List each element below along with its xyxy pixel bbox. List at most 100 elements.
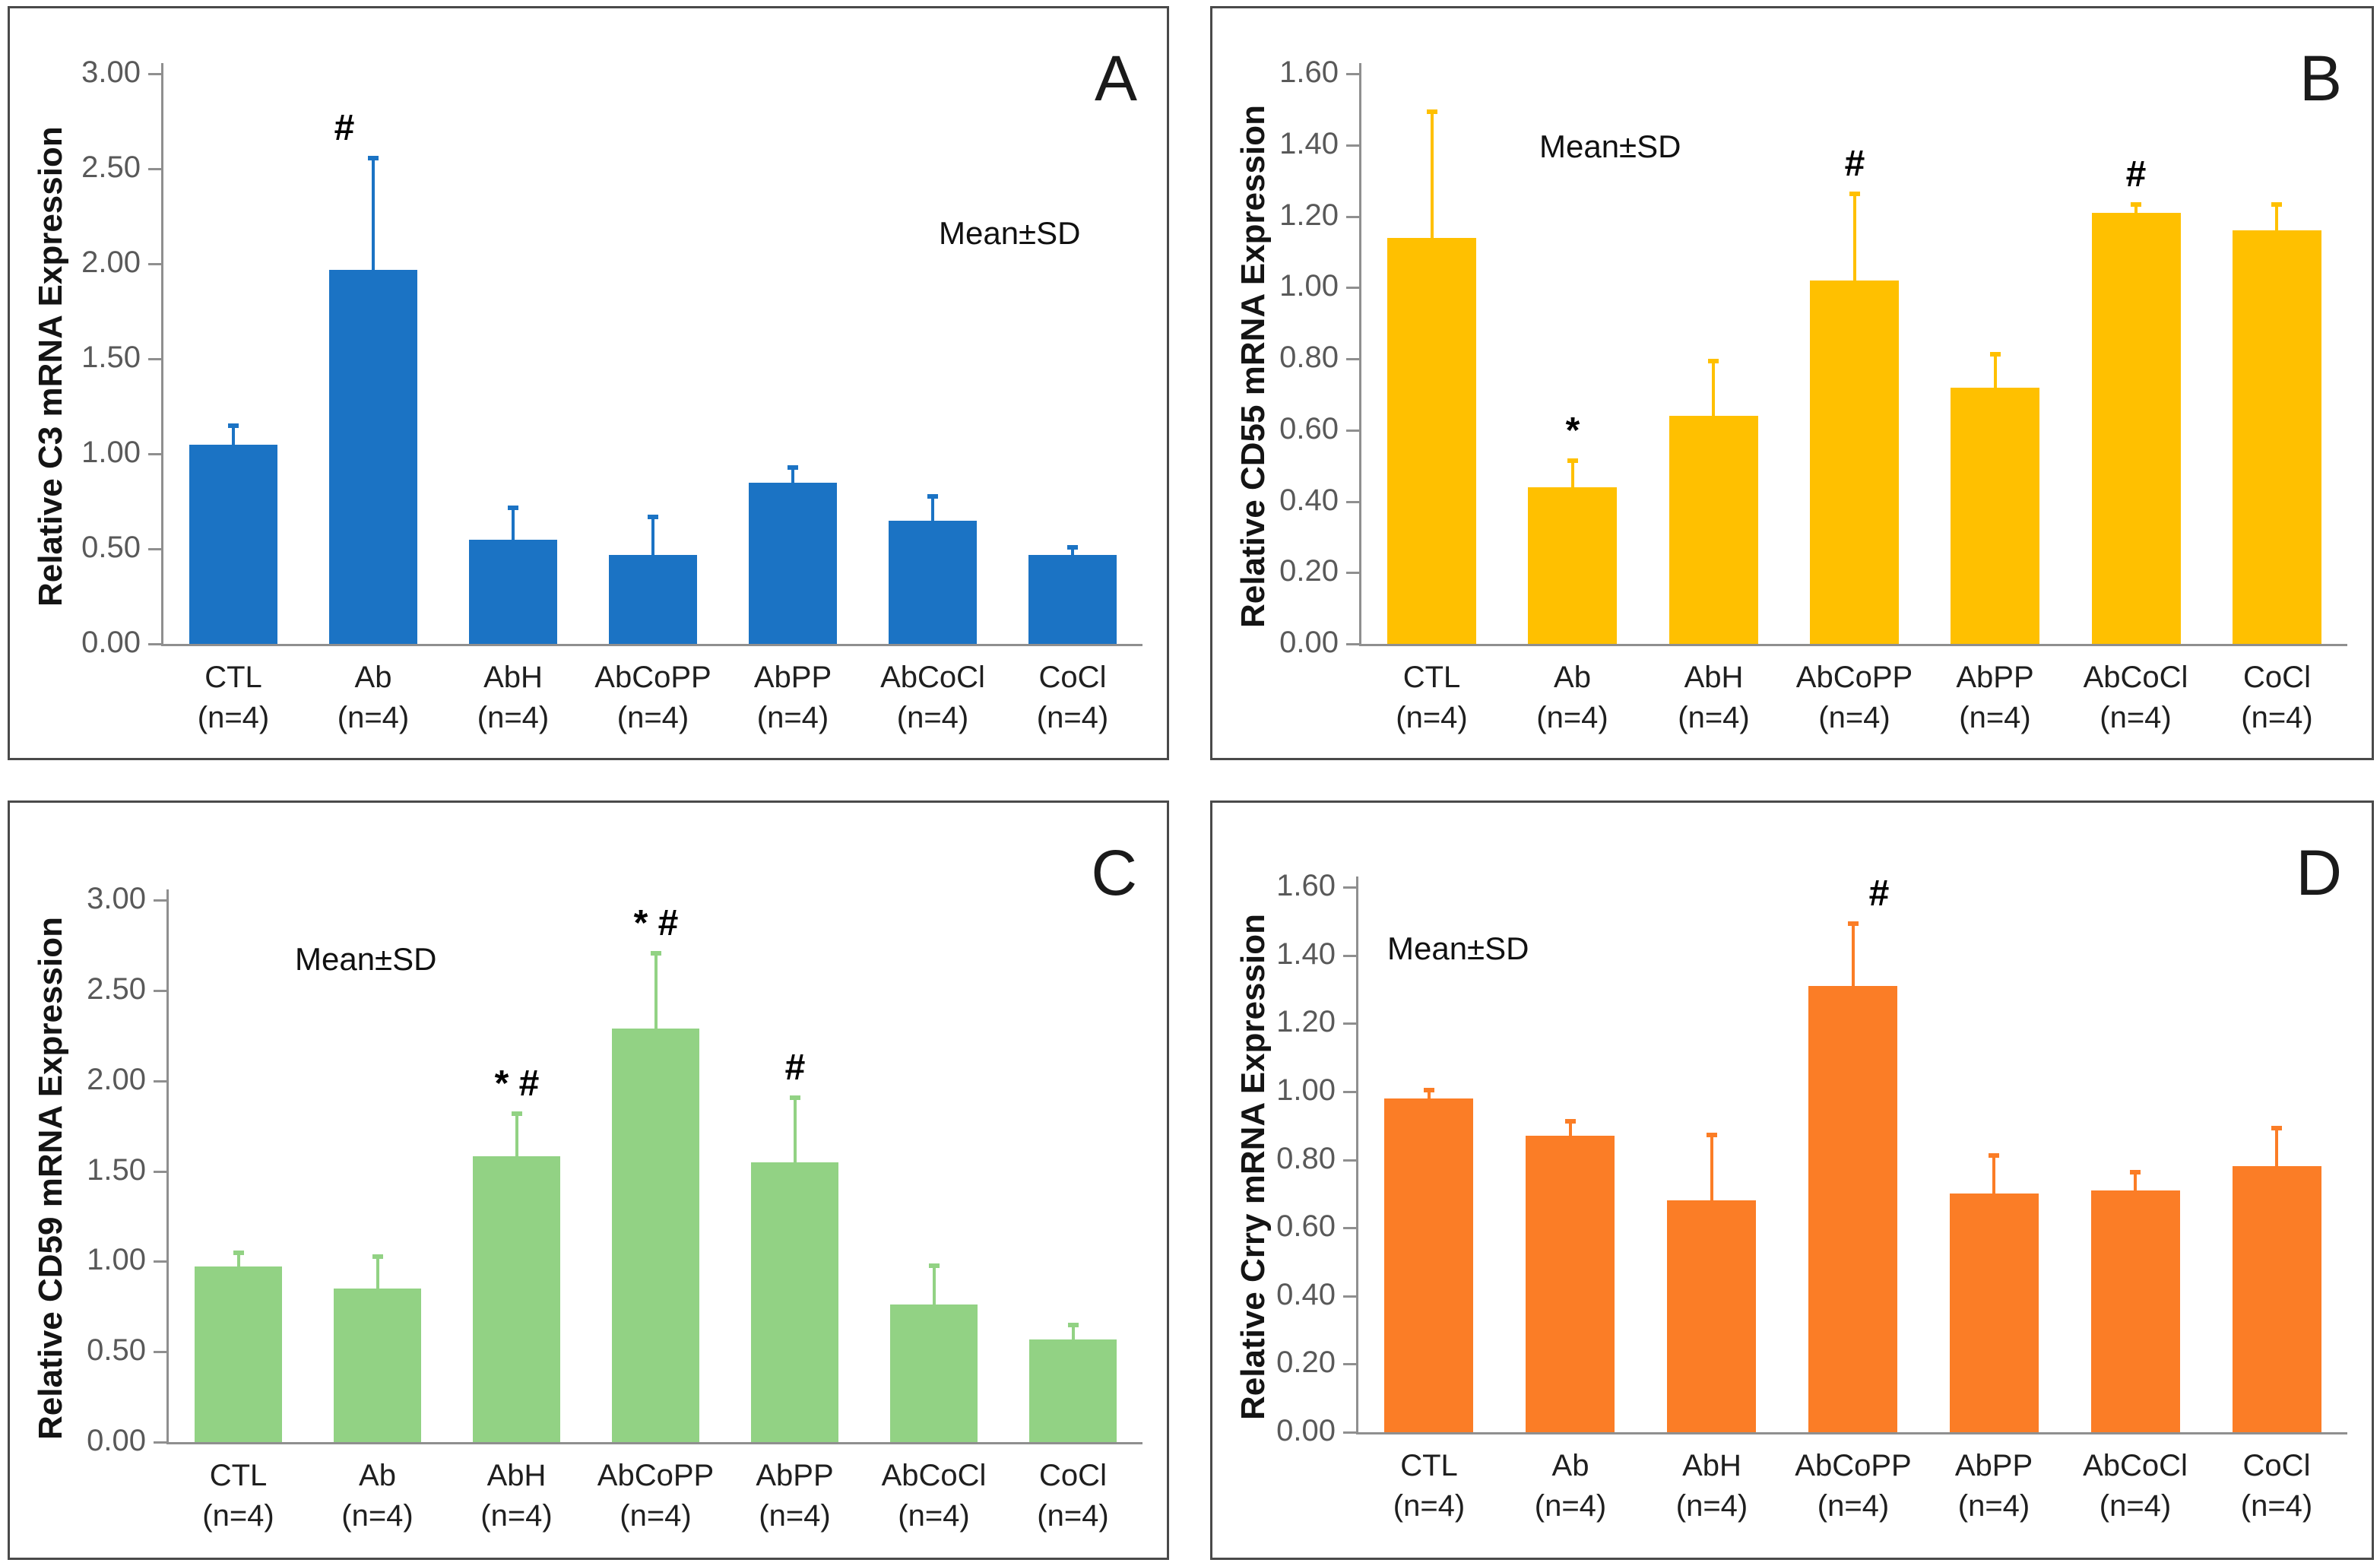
- bar: [1384, 1098, 1473, 1432]
- y-tick-mark: [154, 1079, 166, 1083]
- x-category-n: (n=4): [1037, 1498, 1109, 1533]
- x-category-label: AbH (n=4): [1641, 1446, 1783, 1526]
- y-tick-label: 1.00: [1276, 1073, 1336, 1107]
- error-bar: [1569, 1118, 1572, 1136]
- panel-letter: A: [1094, 43, 1138, 114]
- error-bar: [2134, 1169, 2137, 1190]
- y-tick-label: 0.80: [1279, 341, 1339, 374]
- x-category-n: (n=4): [337, 700, 410, 734]
- x-category-name: AbPP: [753, 661, 832, 694]
- x-category-label: AbPP (n=4): [723, 658, 863, 738]
- y-tick-label: 0.40: [1276, 1277, 1336, 1311]
- x-category-name: AbCoCl: [2083, 661, 2188, 694]
- x-category-label: CTL (n=4): [1358, 1446, 1500, 1526]
- y-tick-mark: [154, 1351, 166, 1354]
- bar-annotation: * #: [633, 902, 679, 943]
- error-bar: [654, 950, 658, 1029]
- bar: [1528, 487, 1617, 644]
- x-category-label: CTL (n=4): [1361, 658, 1502, 738]
- bar: [1667, 1200, 1756, 1432]
- bar: [612, 1028, 699, 1442]
- x-category-label: AbPP (n=4): [725, 1456, 864, 1536]
- error-bar: [232, 423, 235, 445]
- y-tick-mark: [154, 899, 166, 902]
- error-bar-cap: [648, 515, 658, 519]
- x-category-name: Ab: [359, 1459, 396, 1492]
- error-bar: [1071, 545, 1074, 555]
- bar: [890, 1304, 978, 1442]
- y-tick-mark: [1346, 215, 1359, 218]
- error-bar-cap: [2130, 1169, 2141, 1174]
- x-category-name: AbH: [486, 1459, 547, 1492]
- bar: [1810, 280, 1899, 644]
- x-category-n: (n=4): [616, 700, 689, 734]
- error-bar-cap: [1707, 1132, 1717, 1137]
- x-category-name: AbCoCl: [2083, 1449, 2188, 1482]
- bar: [1951, 387, 2039, 644]
- bar: [189, 444, 277, 644]
- y-tick-label: 0.40: [1279, 483, 1339, 517]
- panel-chart-cd59: C Mean±SD Relative CD59 mRNA Expression …: [8, 800, 1169, 1560]
- x-category-label: CoCl (n=4): [2206, 1446, 2347, 1526]
- bar: [2091, 1190, 2180, 1432]
- x-category-label: CTL (n=4): [169, 1456, 308, 1536]
- x-category-n: (n=4): [1678, 700, 1750, 734]
- x-category-label: AbCoCl (n=4): [863, 658, 1003, 738]
- x-category-name: AbCoCl: [881, 1459, 987, 1492]
- error-bar-cap: [927, 493, 938, 499]
- x-category-n: (n=4): [2099, 1488, 2172, 1523]
- x-category-n: (n=4): [1393, 1488, 1466, 1523]
- error-bar-cap: [1567, 458, 1578, 464]
- y-tick-label: 0.00: [81, 626, 141, 659]
- bar-annotation: * #: [494, 1064, 540, 1105]
- x-category-label: AbH (n=4): [1643, 658, 1784, 738]
- bar: [751, 1162, 838, 1442]
- legend-mean-sd: Mean±SD: [295, 941, 437, 977]
- x-category-name: CoCl: [2242, 1449, 2311, 1482]
- y-tick-mark: [148, 263, 161, 265]
- x-category-label: Ab (n=4): [1500, 1446, 1641, 1526]
- panel-chart-c3: A Mean±SD Relative C3 mRNA Expression 0.…: [8, 6, 1169, 760]
- legend-mean-sd: Mean±SD: [1387, 930, 1529, 966]
- error-bar: [1571, 458, 1574, 487]
- error-bar: [1710, 1132, 1713, 1201]
- x-category-name: AbCoCl: [880, 661, 985, 694]
- y-tick-mark: [1346, 643, 1359, 645]
- error-bar-cap: [368, 155, 379, 160]
- y-tick-mark: [154, 1260, 166, 1263]
- y-tick-mark: [148, 453, 161, 455]
- x-category-name: AbCoPP: [597, 1459, 715, 1492]
- x-category-n: (n=4): [2240, 1488, 2313, 1523]
- error-bar-cap: [1990, 351, 2001, 357]
- y-tick-mark: [148, 358, 161, 360]
- y-tick-mark: [154, 1170, 166, 1173]
- x-category-label: AbCoPP (n=4): [1784, 658, 1925, 738]
- x-category-n: (n=4): [756, 700, 829, 734]
- y-tick-label: 1.60: [1276, 869, 1336, 902]
- bar: [329, 269, 417, 644]
- error-bar: [933, 1263, 936, 1305]
- y-tick-mark: [1346, 500, 1359, 503]
- x-axis-line: [1359, 644, 2347, 646]
- y-axis-line: [161, 63, 163, 646]
- x-axis-line: [161, 644, 1142, 646]
- y-tick-label: 0.20: [1279, 554, 1339, 588]
- error-bar-cap: [2271, 1125, 2282, 1130]
- error-bar-cap: [2271, 201, 2282, 207]
- error-bar: [515, 1111, 518, 1157]
- y-tick-label: 1.40: [1276, 937, 1336, 971]
- bar: [195, 1266, 282, 1442]
- y-tick-mark: [1346, 358, 1359, 360]
- y-tick-label: 0.60: [1279, 411, 1339, 445]
- y-tick-label: 0.80: [1276, 1141, 1336, 1175]
- bar: [609, 554, 697, 644]
- x-category-label: AbH (n=4): [447, 1456, 586, 1536]
- error-bar-cap: [790, 1095, 800, 1100]
- x-category-n: (n=4): [1036, 700, 1109, 734]
- y-tick-mark: [1346, 429, 1359, 432]
- y-tick-label: 1.50: [81, 341, 141, 374]
- y-tick-label: 0.50: [81, 531, 141, 564]
- x-category-name: CoCl: [2243, 661, 2311, 694]
- y-tick-mark: [154, 1441, 166, 1444]
- bar: [1526, 1136, 1615, 1432]
